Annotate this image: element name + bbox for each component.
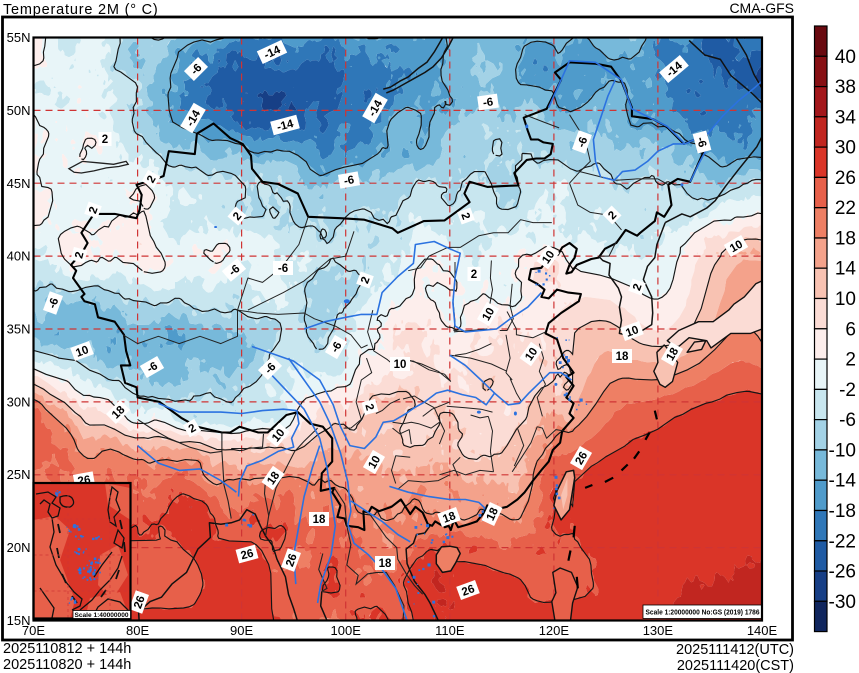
svg-text:-2: -2 xyxy=(839,380,856,401)
svg-text:10: 10 xyxy=(624,324,640,340)
svg-text:2: 2 xyxy=(458,211,471,221)
svg-text:34: 34 xyxy=(835,107,857,128)
svg-text:80E: 80E xyxy=(126,623,149,638)
svg-text:10: 10 xyxy=(394,359,407,371)
svg-text:140E: 140E xyxy=(747,623,778,638)
svg-text:10: 10 xyxy=(74,344,90,360)
svg-text:45N: 45N xyxy=(7,176,31,191)
svg-text:26: 26 xyxy=(573,450,590,467)
svg-text:30N: 30N xyxy=(7,394,31,409)
svg-text:18: 18 xyxy=(379,558,392,570)
svg-text:30: 30 xyxy=(835,138,856,159)
svg-text:-18: -18 xyxy=(829,501,856,522)
svg-text:18: 18 xyxy=(485,506,502,523)
svg-text:2025110812 + 144h: 2025110812 + 144h xyxy=(3,641,131,657)
svg-text:26: 26 xyxy=(240,548,255,563)
svg-text:70E: 70E xyxy=(22,623,45,638)
svg-text:-6: -6 xyxy=(278,263,288,275)
svg-text:110E: 110E xyxy=(435,623,465,638)
svg-text:-6: -6 xyxy=(482,96,494,109)
svg-text:40: 40 xyxy=(835,47,856,68)
svg-text:2: 2 xyxy=(359,275,372,285)
svg-text:90E: 90E xyxy=(230,623,253,638)
svg-text:2025110820 + 144h: 2025110820 + 144h xyxy=(3,657,131,673)
svg-text:15N: 15N xyxy=(7,613,31,628)
svg-text:120E: 120E xyxy=(539,623,570,638)
svg-text:Scale 1:40000000: Scale 1:40000000 xyxy=(75,612,129,619)
svg-text:-10: -10 xyxy=(829,440,856,461)
svg-text:2: 2 xyxy=(471,269,477,281)
svg-text:-22: -22 xyxy=(829,531,856,552)
svg-text:-6: -6 xyxy=(343,174,355,188)
svg-text:20N: 20N xyxy=(7,540,31,555)
svg-text:2: 2 xyxy=(187,422,199,436)
svg-text:10: 10 xyxy=(366,454,383,471)
svg-text:-6: -6 xyxy=(694,136,708,149)
svg-text:18: 18 xyxy=(616,351,629,363)
svg-text:14: 14 xyxy=(835,259,857,280)
svg-text:-6: -6 xyxy=(839,410,856,431)
svg-text:2: 2 xyxy=(102,134,108,146)
svg-text:35N: 35N xyxy=(7,322,31,337)
svg-text:55N: 55N xyxy=(7,30,31,45)
svg-text:18: 18 xyxy=(664,345,681,363)
svg-text:26: 26 xyxy=(284,552,300,568)
svg-text:-30: -30 xyxy=(829,592,856,613)
svg-text:-14: -14 xyxy=(829,471,857,492)
svg-text:26: 26 xyxy=(132,594,148,610)
svg-text:2: 2 xyxy=(73,251,86,260)
svg-text:38: 38 xyxy=(835,77,856,98)
svg-text:100E: 100E xyxy=(331,623,362,638)
svg-text:18: 18 xyxy=(835,229,856,250)
svg-text:25N: 25N xyxy=(7,467,31,482)
svg-text:130E: 130E xyxy=(643,623,674,638)
svg-text:-14: -14 xyxy=(276,118,296,134)
svg-text:2: 2 xyxy=(362,403,375,412)
svg-text:2: 2 xyxy=(87,205,100,215)
svg-text:18: 18 xyxy=(441,510,458,526)
svg-text:2025111412(UTC): 2025111412(UTC) xyxy=(676,642,794,658)
svg-text:-26: -26 xyxy=(829,562,856,583)
svg-text:2025111420(CST): 2025111420(CST) xyxy=(677,658,794,673)
svg-text:CMA-GFS: CMA-GFS xyxy=(729,0,794,16)
svg-text:26: 26 xyxy=(835,168,856,189)
svg-text:Temperature 2M (° C): Temperature 2M (° C) xyxy=(3,2,159,18)
svg-text:Scale 1:20000000 No:GS (2019): Scale 1:20000000 No:GS (2019) 1786 xyxy=(646,608,760,617)
svg-text:-6: -6 xyxy=(576,135,591,149)
svg-text:26: 26 xyxy=(460,583,476,599)
svg-text:2: 2 xyxy=(631,282,644,292)
svg-text:-6: -6 xyxy=(47,296,62,310)
svg-text:10: 10 xyxy=(728,238,745,255)
svg-text:40N: 40N xyxy=(7,249,31,264)
svg-text:6: 6 xyxy=(845,319,856,340)
svg-text:2: 2 xyxy=(145,174,159,186)
svg-text:18: 18 xyxy=(313,514,326,526)
svg-text:2: 2 xyxy=(845,350,856,371)
svg-text:10: 10 xyxy=(480,306,497,323)
svg-text:10: 10 xyxy=(835,289,856,310)
svg-text:50N: 50N xyxy=(7,103,31,118)
svg-text:22: 22 xyxy=(835,198,856,219)
